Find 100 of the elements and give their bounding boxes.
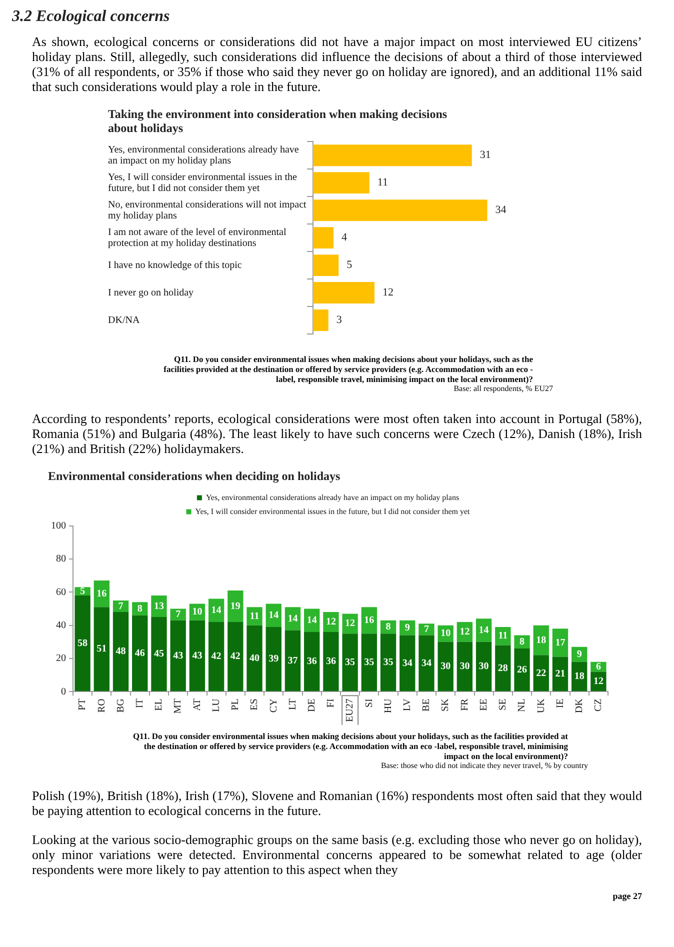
y-tick-label: I never go on holiday bbox=[108, 287, 194, 298]
data-label: 42 bbox=[230, 651, 240, 662]
data-label: 36 bbox=[306, 656, 317, 668]
x-tick-label: SI bbox=[364, 698, 375, 708]
x-tick-label: FR bbox=[459, 698, 470, 711]
y-tick-label: DK/NA bbox=[108, 314, 140, 326]
text: Polish (19%), British (18%), Irish (17%), Slovene and Romanian (16%) respondents most often said that they would be paying attention to ecological concerns in the future. bbox=[32, 788, 642, 818]
bar bbox=[400, 635, 416, 692]
data-label: 35 bbox=[345, 656, 356, 668]
y-tick-label: 80 bbox=[56, 554, 66, 565]
bar bbox=[313, 310, 328, 331]
y-tick-label: I have no knowledge of this topic bbox=[108, 260, 242, 271]
bar bbox=[323, 632, 339, 692]
data-label: 26 bbox=[517, 664, 528, 676]
bar bbox=[94, 607, 110, 692]
bar bbox=[304, 608, 320, 632]
data-label: 30 bbox=[440, 661, 451, 672]
x-tick-label: BG bbox=[115, 698, 126, 713]
data-label: 34 bbox=[495, 204, 507, 216]
x-tick-label: SE bbox=[498, 698, 509, 710]
bar bbox=[228, 622, 244, 692]
bar bbox=[112, 600, 129, 612]
x-tick-label: DE bbox=[306, 698, 318, 712]
y-tick-label: Yes, environmental considerations already have an impact on my holiday plans bbox=[108, 144, 300, 166]
chart-title: Taking the environment into consideration when making decisions about holidays bbox=[108, 106, 448, 135]
data-label: 42 bbox=[211, 651, 222, 662]
data-label: 8 bbox=[520, 636, 525, 648]
data-label: 4 bbox=[342, 232, 348, 244]
x-tick-label: SK bbox=[440, 698, 452, 712]
data-label: 9 bbox=[404, 622, 410, 634]
data-label: 14 bbox=[306, 614, 317, 626]
data-label: 11 bbox=[498, 630, 508, 642]
data-label: 21 bbox=[555, 668, 566, 680]
x-tick-label: BE bbox=[421, 698, 432, 712]
x-tick-label: HU bbox=[382, 698, 394, 714]
x-tick-label: LU bbox=[210, 698, 222, 712]
data-label: 18 bbox=[574, 671, 584, 682]
data-label: 19 bbox=[230, 600, 240, 612]
data-label: 43 bbox=[192, 650, 202, 662]
bar bbox=[552, 628, 568, 657]
bar bbox=[361, 634, 377, 692]
x-tick-label: RO bbox=[96, 698, 108, 713]
data-label: 28 bbox=[498, 662, 508, 674]
data-label: 35 bbox=[364, 656, 374, 668]
data-label: 34 bbox=[421, 658, 432, 669]
y-tick-label: 20 bbox=[56, 653, 66, 664]
bar bbox=[476, 618, 492, 642]
data-label: 30 bbox=[478, 661, 489, 672]
bar bbox=[514, 648, 530, 692]
bar bbox=[313, 282, 374, 304]
data-label: 12 bbox=[326, 616, 336, 628]
x-tick-label: IT bbox=[134, 698, 146, 708]
y-tick-label: 40 bbox=[56, 620, 66, 631]
data-label: 14 bbox=[288, 613, 298, 624]
bar bbox=[380, 634, 396, 692]
bar bbox=[228, 590, 244, 622]
data-label: 35 bbox=[383, 656, 394, 668]
bar bbox=[313, 172, 370, 194]
bar bbox=[132, 615, 148, 692]
data-label: 58 bbox=[78, 638, 88, 649]
data-label: 43 bbox=[173, 650, 184, 662]
bar bbox=[418, 624, 434, 636]
x-tick-label: EL bbox=[154, 698, 165, 711]
data-label: 11 bbox=[377, 176, 388, 189]
x-tick-label: LT bbox=[287, 698, 298, 710]
data-label: 7 bbox=[118, 600, 124, 612]
data-label: 12 bbox=[460, 626, 470, 638]
y-tick-label: 100 bbox=[51, 520, 66, 532]
bar bbox=[476, 642, 492, 692]
bar bbox=[189, 620, 206, 692]
data-label: 5 bbox=[80, 586, 86, 597]
x-tick-label: FI bbox=[326, 698, 337, 708]
bar bbox=[361, 607, 377, 634]
text: Base: those who did not indicate they never travel, % by country bbox=[380, 761, 588, 770]
bar bbox=[246, 607, 262, 626]
data-label: 11 bbox=[250, 610, 260, 622]
data-label: 37 bbox=[288, 655, 298, 666]
data-label: 12 bbox=[345, 618, 356, 630]
data-label: 8 bbox=[137, 603, 142, 614]
data-label: 3 bbox=[336, 314, 342, 326]
data-label: 17 bbox=[555, 637, 566, 648]
x-tick-label: PT bbox=[77, 698, 88, 710]
data-label: 14 bbox=[211, 604, 222, 616]
data-label: 14 bbox=[268, 610, 279, 621]
bar bbox=[342, 614, 358, 634]
y-tick-label: 60 bbox=[56, 586, 66, 598]
bar bbox=[313, 200, 488, 222]
text: page 27 bbox=[612, 891, 642, 901]
data-label: 46 bbox=[134, 648, 145, 659]
x-tick-label: CZ bbox=[593, 698, 604, 712]
data-label: 7 bbox=[424, 624, 429, 636]
legend-label: Yes, environmental considerations already have an impact on my holiday plans bbox=[206, 492, 460, 502]
data-label: 10 bbox=[192, 606, 202, 618]
data-label: 10 bbox=[440, 628, 451, 640]
data-label: 31 bbox=[480, 149, 491, 162]
bar bbox=[456, 642, 473, 692]
x-tick-label: LV bbox=[402, 698, 413, 712]
data-label: 5 bbox=[346, 259, 353, 272]
data-label: 14 bbox=[478, 624, 489, 636]
bar bbox=[342, 634, 358, 692]
